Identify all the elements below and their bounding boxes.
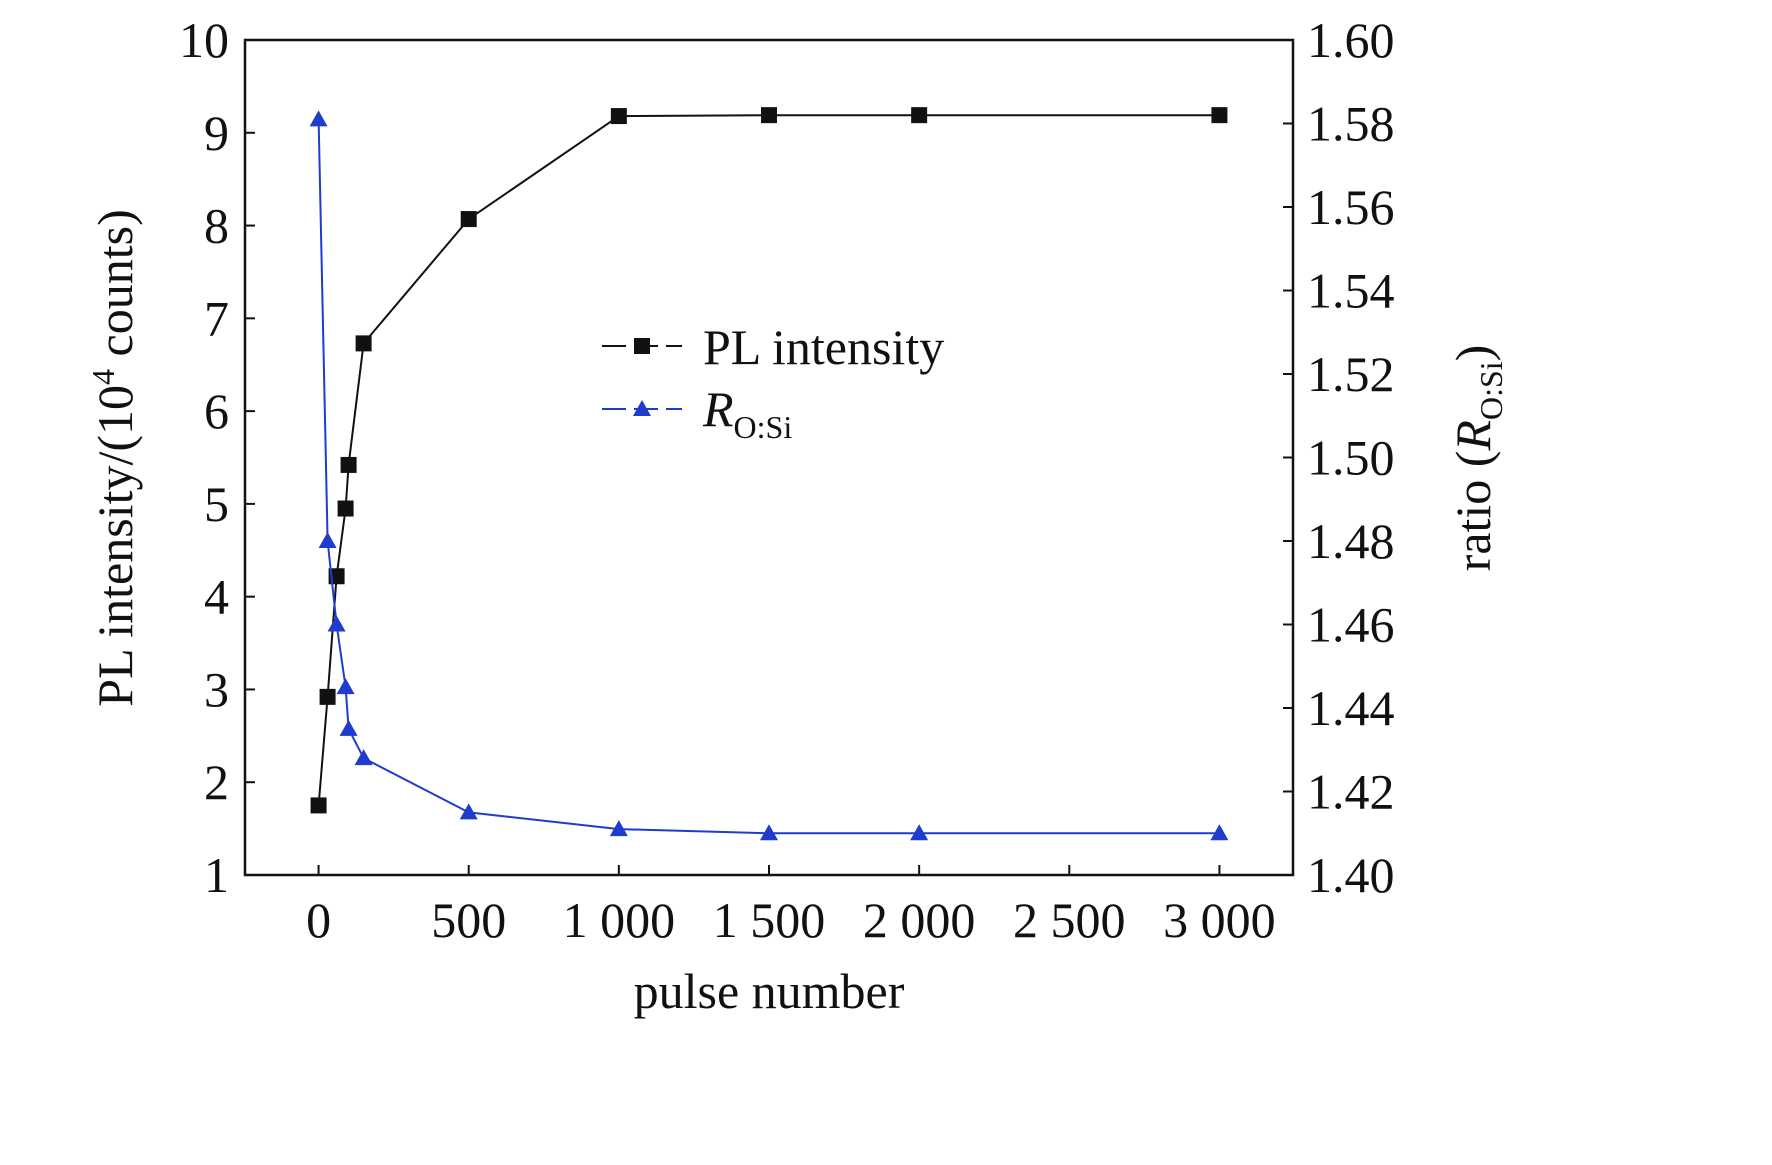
right-y-tick-label-7: 1.54 bbox=[1307, 263, 1395, 319]
x-axis-title: pulse number bbox=[634, 963, 905, 1019]
right-y-axis-title-italic: R bbox=[1445, 420, 1501, 452]
left-y-tick-label-0: 1 bbox=[204, 847, 229, 903]
right-y-tick-label-2: 1.44 bbox=[1307, 680, 1395, 736]
point-pl-intensity-8 bbox=[761, 107, 777, 124]
point-pl-intensity-1 bbox=[319, 688, 336, 705]
right-y-tick-label-0: 1.40 bbox=[1307, 847, 1395, 903]
right-y-axis-title-main: ratio ( bbox=[1445, 451, 1501, 572]
series-line-r-osi bbox=[317, 119, 1220, 835]
point-r-osi-10 bbox=[1210, 824, 1229, 841]
point-r-osi-9 bbox=[910, 824, 929, 841]
point-r-osi-3 bbox=[336, 678, 355, 695]
point-r-osi-0 bbox=[309, 110, 328, 127]
point-r-osi-1 bbox=[318, 532, 337, 548]
point-pl-intensity-3 bbox=[337, 500, 354, 517]
point-pl-intensity-9 bbox=[911, 107, 928, 124]
right-y-tick-label-5: 1.50 bbox=[1307, 430, 1395, 486]
left-y-axis-title: PL intensity/(104 counts) bbox=[85, 209, 143, 706]
point-r-osi-4 bbox=[339, 719, 358, 736]
right-y-tick-label-8: 1.56 bbox=[1307, 179, 1395, 235]
right-y-tick-label-6: 1.52 bbox=[1307, 346, 1395, 402]
x-tick-label-6: 3 000 bbox=[1163, 892, 1276, 948]
point-r-osi-5 bbox=[354, 749, 373, 766]
right-y-axis-ticks: 1.40 1.42 1.44 1.46 1.48 1.50 1.52 1.54 1.56 1.58… bbox=[1283, 12, 1395, 903]
legend-label-r-osi-main: R bbox=[702, 381, 734, 437]
x-tick-label-5: 2 500 bbox=[1013, 892, 1126, 948]
x-tick-label-3: 1 500 bbox=[713, 892, 826, 948]
left-y-axis-title-sup: 4 bbox=[85, 369, 121, 385]
legend-marker-pl-intensity bbox=[634, 338, 650, 354]
series-line-pl-intensity bbox=[317, 114, 1220, 806]
point-pl-intensity-0 bbox=[310, 797, 327, 814]
legend-label-pl-intensity: PL intensity bbox=[703, 319, 944, 375]
series-layer bbox=[309, 107, 1229, 841]
x-tick-label-0: 0 bbox=[306, 892, 331, 948]
x-tick-label-2: 1 000 bbox=[563, 892, 676, 948]
legend: PL intensity RO:Si bbox=[602, 319, 944, 445]
plot-frame bbox=[243, 38, 1295, 877]
legend-marker-r-osi bbox=[633, 400, 651, 416]
right-y-tick-label-4: 1.48 bbox=[1307, 513, 1395, 569]
point-pl-intensity-10 bbox=[1211, 107, 1228, 124]
x-tick-label-1: 500 bbox=[431, 892, 506, 948]
right-y-tick-label-9: 1.58 bbox=[1307, 96, 1395, 152]
left-y-tick-label-5: 6 bbox=[204, 383, 229, 439]
left-y-tick-label-7: 8 bbox=[204, 198, 229, 254]
left-y-tick-label-9: 10 bbox=[179, 12, 229, 68]
right-y-axis-title-sub: O:Si bbox=[1473, 361, 1509, 420]
left-y-tick-label-3: 4 bbox=[204, 569, 229, 625]
point-pl-intensity-5 bbox=[355, 335, 372, 352]
right-y-tick-label-1: 1.42 bbox=[1307, 764, 1395, 820]
point-r-osi-7 bbox=[609, 820, 628, 837]
point-pl-intensity-6 bbox=[460, 211, 477, 228]
left-y-tick-label-1: 2 bbox=[204, 754, 229, 810]
left-y-axis-title-main: PL intensity/(10 bbox=[87, 385, 143, 707]
point-r-osi-2 bbox=[327, 615, 346, 632]
right-y-axis-title: ratio (RO:Si) bbox=[1445, 345, 1509, 572]
left-y-axis-ticks: 1 2 3 4 5 6 7 8 9 10 bbox=[179, 12, 255, 903]
right-y-axis-title-rest: ) bbox=[1445, 345, 1501, 362]
chart: 0 500 1 000 1 500 2 000 2 500 3 000 1234567891… bbox=[85, 12, 1509, 1019]
x-axis-ticks: 0 500 1 000 1 500 2 000 2 500 3 000 bbox=[306, 865, 1276, 948]
legend-label-r-osi-sub: O:Si bbox=[734, 409, 793, 445]
point-r-osi-6 bbox=[459, 803, 478, 820]
legend-label-r-osi: RO:Si bbox=[702, 381, 792, 445]
point-pl-intensity-4 bbox=[340, 456, 357, 473]
right-y-tick-label-10: 1.60 bbox=[1307, 12, 1395, 68]
left-y-tick-label-2: 3 bbox=[204, 661, 229, 717]
left-y-axis-title-rest: counts) bbox=[87, 209, 143, 369]
left-y-tick-label-6: 7 bbox=[204, 290, 229, 346]
point-r-osi-8 bbox=[760, 824, 778, 841]
right-y-tick-label-3: 1.46 bbox=[1307, 597, 1395, 653]
left-y-tick-label-8: 9 bbox=[204, 105, 229, 161]
point-pl-intensity-7 bbox=[610, 108, 627, 125]
x-tick-label-4: 2 000 bbox=[863, 892, 976, 948]
left-y-tick-label-4: 5 bbox=[204, 476, 229, 532]
